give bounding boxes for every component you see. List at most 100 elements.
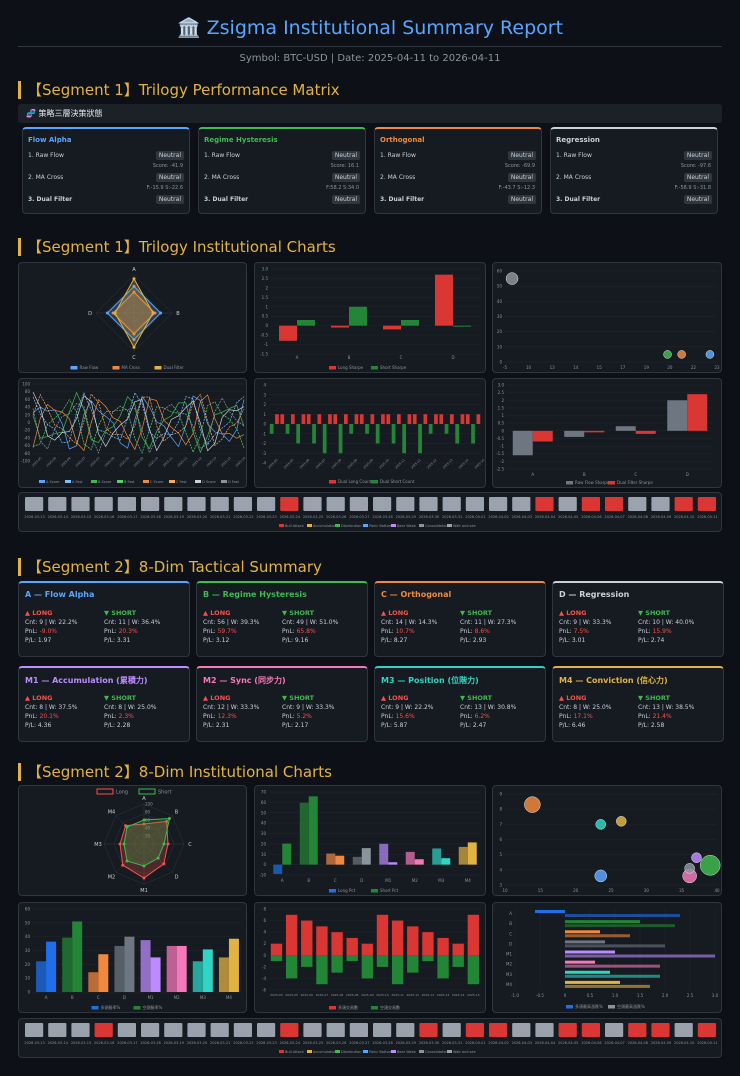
pnl-bar-chart: 70 60 50 40 30 20 10 0 -10 A B C D M1 M2 M3 M4 Long Pct Sh… <box>254 785 486 896</box>
short-pf: P/L: 2.17 <box>282 722 309 729</box>
legend-label: Short <box>158 790 171 796</box>
radar-point <box>118 842 122 846</box>
y-tick-label: 8 <box>499 807 502 812</box>
x-tick-label: D <box>686 472 689 477</box>
layer-row: 3. Dual Filter Neutral <box>380 194 536 205</box>
x-tick-label: M1 <box>385 878 391 883</box>
long-label: ▲ LONG <box>381 694 409 702</box>
state-cell <box>396 497 415 511</box>
x-tick-label: 2.0 <box>662 993 669 998</box>
date-label: 2026-03-30 <box>419 515 439 519</box>
decision-state-band: 🧬 策略三層決策狀態 <box>18 104 722 123</box>
radar-point <box>142 818 146 822</box>
legend-label: Short Pct <box>380 888 399 893</box>
date-label: 2026-04-04 <box>535 1041 556 1045</box>
radar-point <box>113 311 117 315</box>
pnl-value: 65.8% <box>296 628 316 635</box>
long-count-bar <box>376 914 389 956</box>
date-label: 2026-04-10 <box>674 515 694 519</box>
trilogy-card-title: Regime Hysteresis <box>204 136 278 144</box>
count-bar <box>386 414 391 424</box>
pnl-value: 20.1% <box>39 713 59 720</box>
x-tick-label: B <box>583 472 586 477</box>
x-tick-label: 2025-09 <box>133 456 145 468</box>
date-label: 2026-04-03 <box>512 515 532 519</box>
x-tick-label: 2025-14 <box>452 993 465 997</box>
long-column: ▲ LONG Cnt: 9 | W: 33.3% PnL: 7.5% P/L: 3.0… <box>559 609 638 645</box>
layer-label: 1. Raw Flow <box>380 152 416 159</box>
dim-card-title: M1 — Accumulation (累積力) <box>25 676 148 685</box>
y-tick-label: 3.0 <box>498 383 505 388</box>
x-tick-label: M2 <box>412 878 418 883</box>
state-cell <box>512 497 531 511</box>
date-label: 2026-04-01 <box>465 1041 485 1045</box>
pnl-value: 59.7% <box>217 628 237 635</box>
radar-point <box>151 311 155 315</box>
date-label: 2026-03-24 <box>280 515 301 519</box>
state-cell <box>303 497 322 511</box>
x-tick-label: 2025-06 <box>299 458 311 470</box>
winrate-bar <box>62 937 73 992</box>
radar-axis-label: C <box>188 842 192 848</box>
pnl-prefix: PnL: <box>25 628 40 635</box>
x-tick-label: 2025-05 <box>31 456 43 468</box>
legend-swatch <box>112 366 120 370</box>
date-label: 2026-04-11 <box>697 515 717 519</box>
date-label: 2026-04-10 <box>674 1041 694 1045</box>
state-cell <box>25 497 44 511</box>
state-cell <box>651 1023 670 1037</box>
y-tick-label: M4 <box>506 982 512 987</box>
long-pnl-row: PnL: 17.1% <box>559 712 638 721</box>
y-tick-label: 60 <box>261 800 267 805</box>
x-tick-label: 2025-08 <box>346 458 358 470</box>
state-cell <box>489 497 508 511</box>
legend-label: Bear Weak <box>397 1050 417 1054</box>
date-label: 2026-03-23 <box>256 1041 276 1045</box>
y-tick-label: -1 <box>262 431 266 436</box>
line-series <box>32 393 245 447</box>
y-tick-label: 20 <box>25 412 31 417</box>
state-badge: Neutral <box>155 195 184 204</box>
radar-point <box>165 819 169 823</box>
legend-label: 多頭勝率% <box>101 1004 121 1010</box>
y-tick-label: 60 <box>497 269 503 274</box>
x-tick-label: 3.0 <box>712 993 719 998</box>
count-bar <box>428 424 433 434</box>
x-tick-label: 2025-10 <box>378 458 390 470</box>
hbar-long <box>565 980 620 984</box>
x-tick-label: 2025-05 <box>270 993 283 997</box>
hbar-short <box>565 964 660 968</box>
layer-row: 1. Raw Flow Neutral <box>28 150 184 161</box>
x-tick-label: A <box>296 355 299 360</box>
short-count: Cnt: 11 | W: 36.4% <box>104 619 161 626</box>
dim-card: D — Regression ▲ LONG Cnt: 9 | W: 33.3% PnL… <box>552 581 724 657</box>
long-label: ▲ LONG <box>25 694 53 702</box>
bar-Raw Flow Sharpe <box>667 400 688 431</box>
y-tick-label: 40 <box>25 934 31 939</box>
trilogy-card-title: Regression <box>556 136 600 144</box>
x-tick-label: -1.0 <box>511 993 519 998</box>
y-tick-label: 2 <box>263 402 266 407</box>
legend-swatch <box>39 480 45 483</box>
bar-Short Pct <box>335 855 345 865</box>
state-cell <box>349 1023 368 1037</box>
legend-swatch <box>91 480 97 483</box>
y-tick-label: 4 <box>263 930 266 935</box>
short-count-bar <box>467 955 480 985</box>
state-cell <box>25 1023 44 1037</box>
state-badge: Neutral <box>507 195 536 204</box>
winrate-bar <box>124 936 135 992</box>
winrate-bar <box>46 941 57 992</box>
legend-label: Bull Attack <box>285 524 305 528</box>
dim-card: M4 — Conviction (信心力) ▲ LONG Cnt: 8 | W: 2… <box>552 666 724 742</box>
radar-tick: 40 <box>145 826 151 831</box>
date-label: 2026-04-05 <box>558 1041 578 1045</box>
dim-columns: ▲ LONG Cnt: 9 | W: 22.2% PnL: -9.0% P/L: 1.… <box>25 609 183 645</box>
legend-swatch <box>279 1050 284 1053</box>
y-tick-label: 100 <box>22 382 30 387</box>
pnl-prefix: PnL: <box>203 713 218 720</box>
y-tick-label: -0.5 <box>496 436 504 441</box>
state-cell <box>326 497 345 511</box>
short-label: ▼ SHORT <box>460 609 493 617</box>
date-label: 2026-04-01 <box>465 515 485 519</box>
